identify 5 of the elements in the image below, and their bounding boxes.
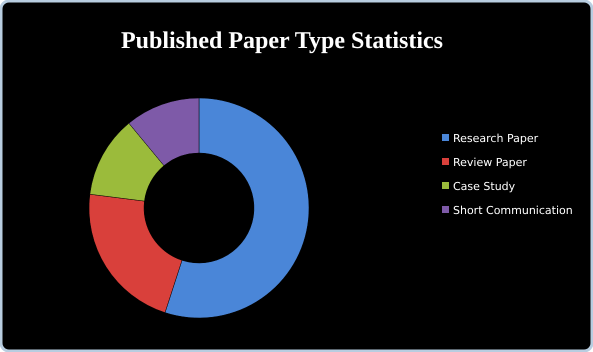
legend-label: Research Paper <box>453 132 539 145</box>
chart-title: Published Paper Type Statistics <box>120 28 444 54</box>
legend-label: Short Communication <box>453 204 573 217</box>
legend-label: Case Study <box>453 180 516 193</box>
legend-label: Review Paper <box>453 156 528 169</box>
